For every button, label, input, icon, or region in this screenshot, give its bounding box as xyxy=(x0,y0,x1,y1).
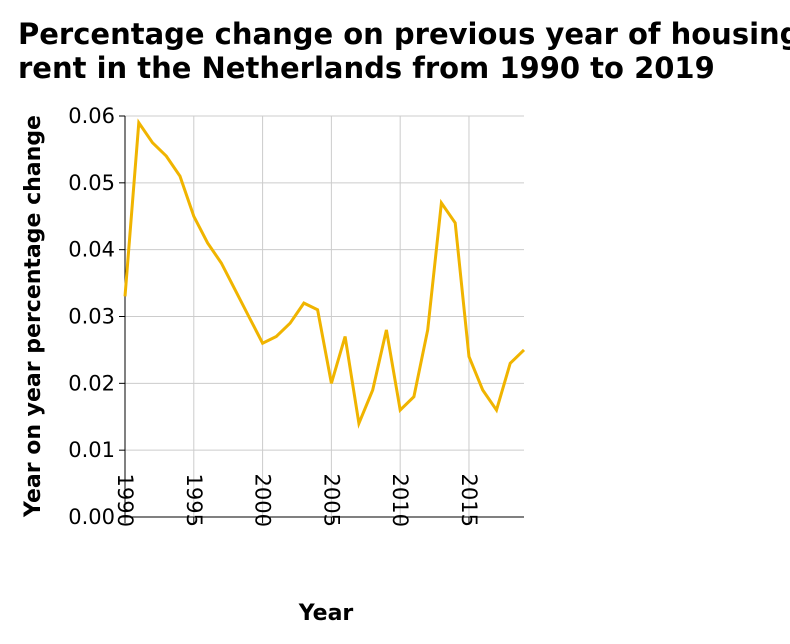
series-line xyxy=(123,118,526,429)
data-point xyxy=(522,348,526,352)
axes xyxy=(119,115,524,523)
y-tick-label: 0.06 xyxy=(68,104,115,128)
x-tick-label: 1995 xyxy=(182,474,206,527)
data-point xyxy=(123,294,127,298)
data-point xyxy=(412,395,416,399)
data-point xyxy=(384,328,388,332)
data-point xyxy=(247,315,251,319)
data-point xyxy=(233,288,237,292)
data-point xyxy=(164,154,168,158)
data-point xyxy=(467,355,471,359)
data-point xyxy=(206,241,210,245)
data-point xyxy=(178,174,182,178)
data-point xyxy=(261,341,265,345)
series-group xyxy=(123,118,526,429)
data-point xyxy=(316,308,320,312)
data-point xyxy=(357,421,361,425)
data-point xyxy=(274,335,278,339)
chart-title-line-1: Percentage change on previous year of ho… xyxy=(18,17,790,51)
data-point xyxy=(219,261,223,265)
data-point xyxy=(288,321,292,325)
data-point xyxy=(151,141,155,145)
data-point xyxy=(343,335,347,339)
x-tick-label: 1990 xyxy=(113,474,137,527)
x-axis-label: Year xyxy=(298,601,354,626)
chart-title-line-2: rent in the Netherlands from 1990 to 201… xyxy=(18,51,715,85)
x-tick-labels: 1990 1995 2000 2005 2010 2015 xyxy=(113,474,481,527)
data-point xyxy=(329,381,333,385)
grid xyxy=(124,115,524,518)
y-tick-label: 0.05 xyxy=(68,171,115,195)
y-axis-label: Year on year percentage change xyxy=(21,115,46,518)
x-tick-label: 2005 xyxy=(319,474,343,527)
y-tick-label: 0.03 xyxy=(68,305,115,329)
data-point xyxy=(426,328,430,332)
x-tick-label: 2015 xyxy=(457,474,481,527)
data-point xyxy=(137,121,141,125)
data-point xyxy=(302,301,306,305)
y-tick-label: 0.01 xyxy=(68,438,115,462)
y-tick-label: 0.04 xyxy=(68,238,115,262)
data-point xyxy=(371,388,375,392)
data-point xyxy=(508,361,512,365)
data-point xyxy=(192,214,196,218)
data-point xyxy=(481,388,485,392)
data-point xyxy=(495,408,499,412)
data-point xyxy=(398,408,402,412)
data-point xyxy=(453,221,457,225)
y-tick-label: 0.02 xyxy=(68,371,115,395)
y-tick-labels: 0.00 0.01 0.02 0.03 0.04 0.05 0.06 xyxy=(68,104,115,529)
y-tick-label: 0.00 xyxy=(68,505,115,529)
data-point xyxy=(439,201,443,205)
x-tick-label: 2000 xyxy=(251,474,275,527)
x-tick-label: 2010 xyxy=(388,474,412,527)
